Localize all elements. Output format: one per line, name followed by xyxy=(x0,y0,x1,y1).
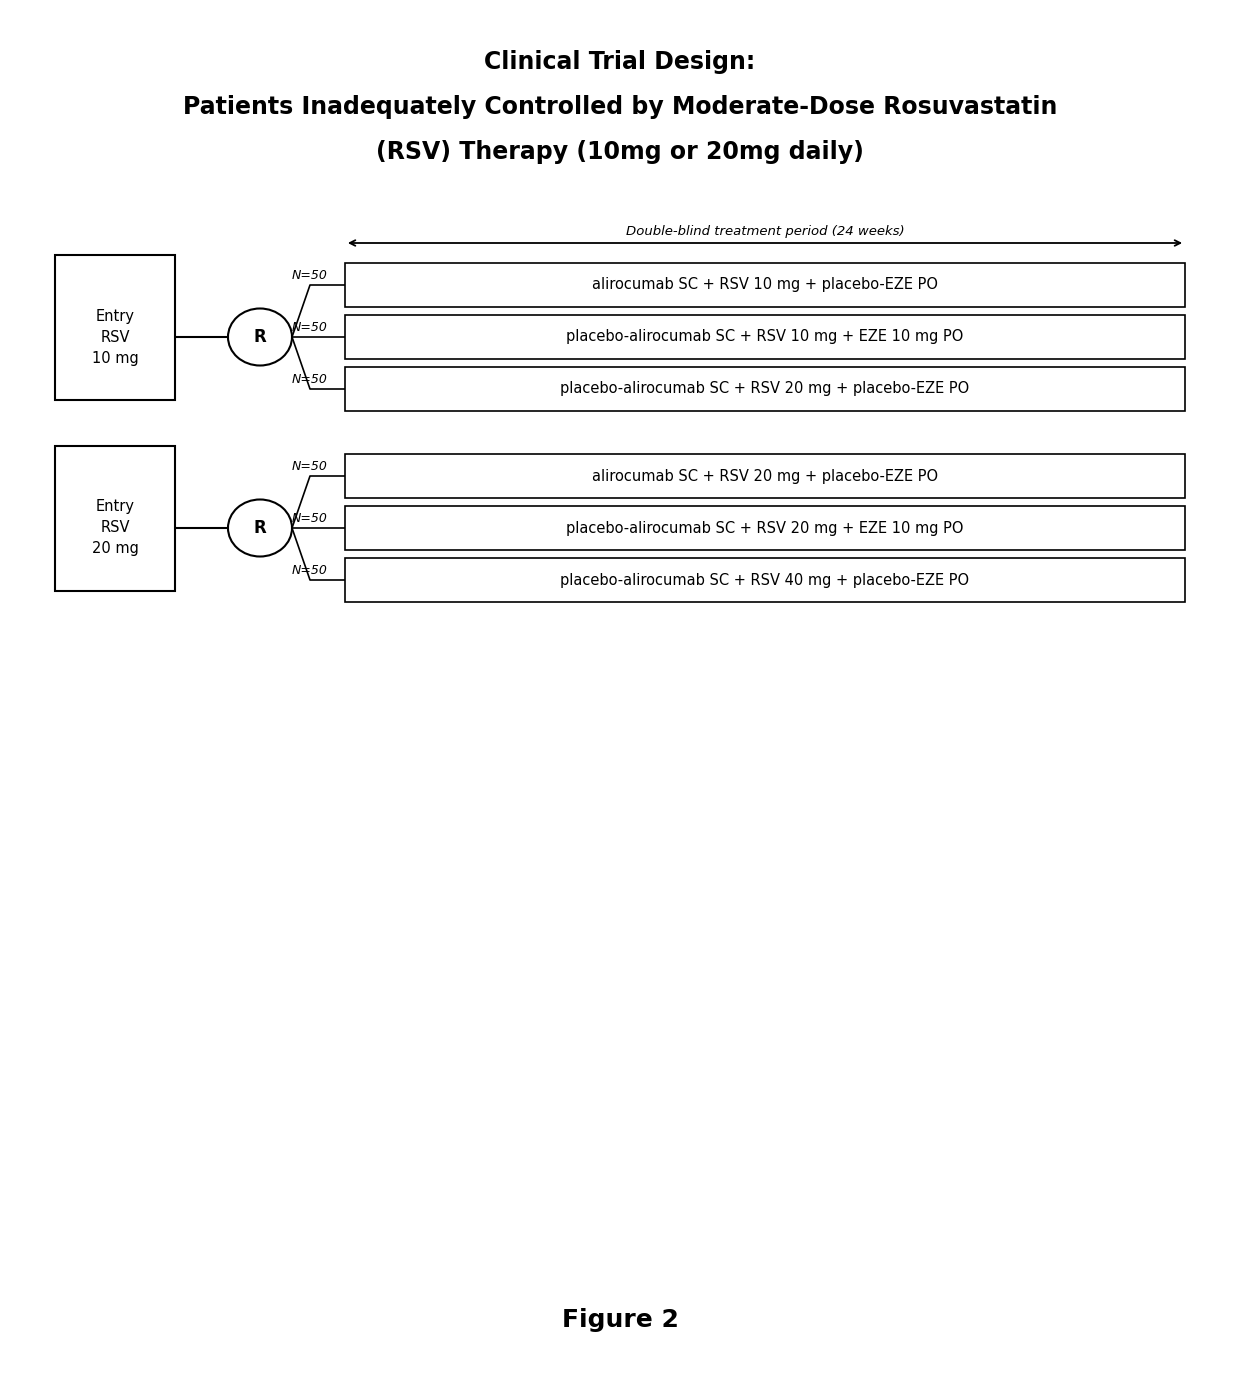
Text: Figure 2: Figure 2 xyxy=(562,1308,678,1332)
Text: N=50: N=50 xyxy=(293,322,327,334)
Text: placebo-alirocumab SC + RSV 10 mg + EZE 10 mg PO: placebo-alirocumab SC + RSV 10 mg + EZE … xyxy=(567,330,963,344)
FancyBboxPatch shape xyxy=(345,507,1185,550)
Text: N=50: N=50 xyxy=(293,459,327,473)
Text: R: R xyxy=(254,519,267,537)
Text: alirocumab SC + RSV 10 mg + placebo-EZE PO: alirocumab SC + RSV 10 mg + placebo-EZE … xyxy=(591,277,937,292)
Text: (RSV) Therapy (10mg or 20mg daily): (RSV) Therapy (10mg or 20mg daily) xyxy=(376,141,864,164)
FancyBboxPatch shape xyxy=(55,255,175,400)
Text: R: R xyxy=(254,329,267,347)
Text: Patients Inadequately Controlled by Moderate-Dose Rosuvastatin: Patients Inadequately Controlled by Mode… xyxy=(182,95,1058,118)
Text: placebo-alirocumab SC + RSV 20 mg + placebo-EZE PO: placebo-alirocumab SC + RSV 20 mg + plac… xyxy=(560,381,970,397)
FancyBboxPatch shape xyxy=(345,315,1185,359)
FancyBboxPatch shape xyxy=(345,367,1185,411)
Text: placebo-alirocumab SC + RSV 20 mg + EZE 10 mg PO: placebo-alirocumab SC + RSV 20 mg + EZE … xyxy=(567,521,963,536)
Text: alirocumab SC + RSV 20 mg + placebo-EZE PO: alirocumab SC + RSV 20 mg + placebo-EZE … xyxy=(591,469,939,483)
Text: N=50: N=50 xyxy=(293,269,327,283)
Text: placebo-alirocumab SC + RSV 40 mg + placebo-EZE PO: placebo-alirocumab SC + RSV 40 mg + plac… xyxy=(560,572,970,587)
FancyBboxPatch shape xyxy=(345,558,1185,601)
Text: Double-blind treatment period (24 weeks): Double-blind treatment period (24 weeks) xyxy=(626,226,904,238)
Text: N=50: N=50 xyxy=(293,564,327,578)
FancyBboxPatch shape xyxy=(345,454,1185,498)
Text: Entry
RSV
20 mg: Entry RSV 20 mg xyxy=(92,500,139,557)
Text: Entry
RSV
10 mg: Entry RSV 10 mg xyxy=(92,309,139,366)
Text: N=50: N=50 xyxy=(293,373,327,386)
FancyBboxPatch shape xyxy=(55,445,175,592)
Ellipse shape xyxy=(228,500,291,557)
Text: N=50: N=50 xyxy=(293,512,327,525)
Text: Clinical Trial Design:: Clinical Trial Design: xyxy=(485,50,755,74)
FancyBboxPatch shape xyxy=(345,263,1185,308)
Ellipse shape xyxy=(228,309,291,366)
